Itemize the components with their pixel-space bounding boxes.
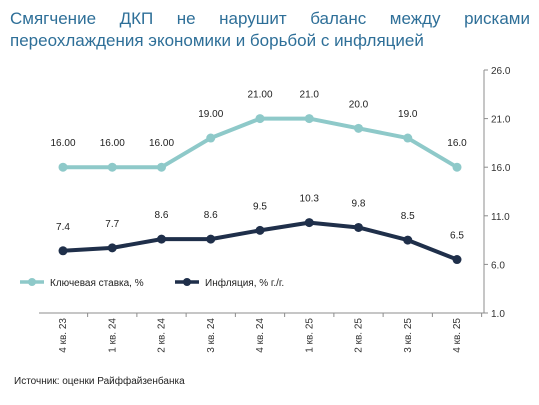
data-label: 7.4 [56,222,70,233]
data-point [107,162,117,172]
source-note: Источник: оценки Райффайзенбанка [14,376,185,387]
data-label: 21.00 [247,90,272,101]
x-tick-label: 3 кв. 25 [403,318,414,353]
x-tick-label: 1 кв. 25 [304,318,315,353]
data-label: 16.00 [50,138,75,149]
data-label: 10.3 [300,194,320,205]
data-point [452,162,462,172]
data-label: 7.7 [105,219,119,230]
data-point [107,243,117,253]
legend-label: Инфляция, % г./г. [205,277,284,289]
data-label: 16.00 [149,138,174,149]
data-label: 8.6 [155,210,169,221]
y-tick-label: 1.0 [491,309,505,320]
y-tick-label: 6.0 [491,260,505,271]
data-label: 19.0 [398,109,418,120]
x-tick-label: 4 кв. 23 [58,318,69,353]
data-label: 9.8 [352,198,366,209]
legend-label: Ключевая ставка, % [50,278,144,289]
legend-swatch-marker [183,278,191,286]
data-label: 21.0 [300,90,320,101]
x-tick-label: 4 кв. 25 [452,318,463,353]
data-point [255,114,265,124]
data-label: 9.5 [253,201,267,212]
data-label: 8.5 [401,211,415,222]
data-point [206,133,216,143]
data-point [354,123,363,133]
chart-title: Смягчение ДКП не нарушит баланс между ри… [10,8,530,52]
y-tick-label: 11.0 [491,212,510,223]
data-label: 16.00 [100,138,125,149]
y-tick-label: 16.0 [491,163,511,174]
data-label: 6.5 [450,231,464,242]
data-point [403,235,413,245]
data-point [403,133,413,143]
data-point [58,162,68,172]
y-tick-label: 26.0 [491,66,511,77]
data-point [452,255,462,265]
x-tick-label: 2 кв. 25 [354,318,365,353]
data-point [255,225,265,235]
data-label: 19.00 [198,109,223,120]
data-point [157,234,166,244]
data-point [304,114,314,124]
data-point [157,162,166,172]
data-point [304,218,314,228]
x-tick-label: 2 кв. 24 [157,318,168,353]
x-tick-label: 4 кв. 24 [255,318,266,353]
x-tick-label: 1 кв. 24 [107,318,118,353]
y-tick-label: 21.0 [491,115,511,126]
legend-swatch-marker [28,278,36,286]
data-point [206,234,216,244]
data-point [354,222,363,232]
data-label: 20.0 [349,99,369,110]
chart-title-line1: Смягчение ДКП не нарушит баланс между ри… [10,9,530,28]
x-tick-label: 3 кв. 24 [206,318,217,353]
data-label: 16.0 [447,138,467,149]
data-point [58,246,68,256]
chart-title-line2: переохлаждения экономики и борьбой с инф… [10,31,424,50]
data-label: 8.6 [204,210,218,221]
